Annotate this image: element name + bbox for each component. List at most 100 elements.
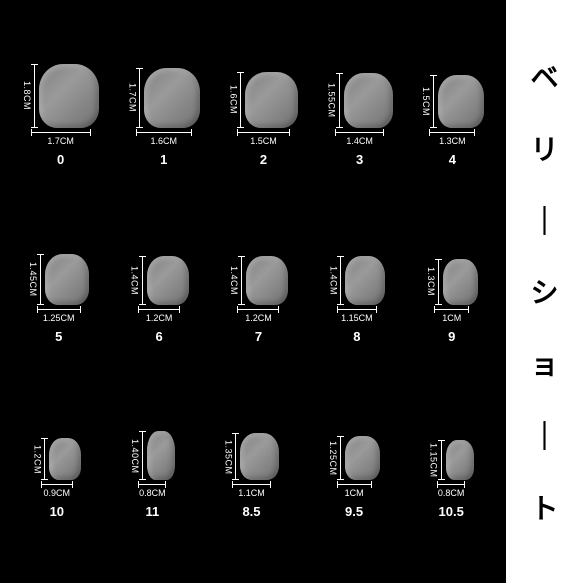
nail-cell-0: 1.8CM1.7CM0 bbox=[22, 64, 99, 167]
nail-cell-7: 1.4CM 1.2CM 7 bbox=[229, 256, 288, 344]
height-bar bbox=[340, 436, 341, 480]
title-char: ｜ bbox=[530, 200, 558, 240]
nail-shape bbox=[443, 259, 478, 305]
nail-shape bbox=[147, 256, 189, 305]
nail-row-2: 1.2CM0.9CM101.40CM0.8CM111.35CM1.1CM8.51… bbox=[8, 431, 498, 519]
nail-cell-4: 1.5CM 1.3CM 4 bbox=[421, 75, 484, 167]
width-label: 1.4CM bbox=[346, 136, 373, 146]
size-number: 6 bbox=[155, 329, 162, 344]
size-number: 5 bbox=[55, 329, 62, 344]
nail-shape bbox=[246, 256, 288, 305]
nail-cell-2: 1.6CM 1.5CM 2 bbox=[228, 72, 298, 167]
height-label: 1.4CM bbox=[229, 266, 239, 295]
height-label: 1.5CM bbox=[421, 87, 431, 116]
nail-shape bbox=[147, 431, 175, 480]
width-bar bbox=[335, 132, 384, 133]
nail-shape bbox=[438, 75, 484, 128]
height-label: 1.55CM bbox=[327, 83, 337, 118]
width-bar bbox=[31, 132, 91, 133]
height-bar bbox=[44, 438, 45, 480]
width-bar bbox=[429, 132, 475, 133]
height-label: 1.3CM bbox=[426, 267, 436, 296]
height-bar bbox=[433, 75, 434, 128]
height-bar bbox=[235, 433, 236, 480]
size-number: 11 bbox=[146, 504, 160, 519]
width-bar bbox=[138, 309, 180, 310]
height-bar bbox=[142, 256, 143, 305]
height-bar bbox=[441, 440, 442, 480]
height-bar bbox=[438, 259, 439, 305]
width-label: 1.2CM bbox=[146, 313, 173, 323]
height-label: 1.7CM bbox=[127, 83, 137, 112]
size-number: 2 bbox=[260, 152, 267, 167]
width-bar bbox=[37, 309, 81, 310]
width-bar bbox=[437, 484, 465, 485]
width-bar bbox=[237, 132, 290, 133]
height-label: 1.4CM bbox=[130, 266, 140, 295]
width-label: 0.9CM bbox=[44, 488, 71, 498]
size-number: 0 bbox=[57, 152, 64, 167]
width-label: 1.3CM bbox=[439, 136, 466, 146]
height-label: 1.45CM bbox=[28, 262, 38, 297]
nail-cell-11: 1.40CM0.8CM11 bbox=[130, 431, 175, 519]
nail-shape bbox=[446, 440, 474, 480]
title-char: ト bbox=[530, 487, 558, 527]
width-label: 1.25CM bbox=[43, 313, 75, 323]
title-sidebar: ベリ｜ショ｜ト bbox=[506, 0, 583, 583]
width-label: 0.8CM bbox=[438, 488, 465, 498]
width-label: 1.1CM bbox=[238, 488, 265, 498]
nail-shape bbox=[344, 73, 393, 128]
height-label: 1.8CM bbox=[22, 81, 32, 110]
nail-cell-8: 1.4CM1.15CM8 bbox=[328, 256, 385, 344]
size-number: 8.5 bbox=[242, 504, 260, 519]
width-bar bbox=[337, 309, 377, 310]
height-bar bbox=[139, 68, 140, 128]
nail-cell-6: 1.4CM 1.2CM 6 bbox=[130, 256, 189, 344]
title-char: ョ bbox=[530, 343, 558, 383]
nail-shape bbox=[144, 68, 200, 128]
width-label: 1CM bbox=[442, 313, 461, 323]
size-number: 7 bbox=[255, 329, 262, 344]
height-label: 1.25CM bbox=[328, 441, 338, 476]
nail-cell-1: 1.7CM1.6CM1 bbox=[127, 68, 200, 167]
size-number: 9.5 bbox=[345, 504, 363, 519]
width-label: 0.8CM bbox=[139, 488, 166, 498]
height-label: 1.6CM bbox=[228, 85, 238, 114]
width-label: 1CM bbox=[345, 488, 364, 498]
nail-cell-9: 1.3CM 1CM 9 bbox=[426, 259, 478, 344]
size-number: 10.5 bbox=[439, 504, 464, 519]
nail-shape bbox=[45, 254, 89, 305]
height-bar bbox=[240, 72, 241, 128]
width-bar bbox=[136, 132, 192, 133]
width-bar bbox=[237, 309, 279, 310]
title-char: リ bbox=[530, 128, 558, 168]
nail-cell-10: 1.2CM0.9CM10 bbox=[32, 438, 81, 519]
height-label: 1.35CM bbox=[223, 440, 233, 475]
height-bar bbox=[40, 254, 41, 305]
nail-shape bbox=[345, 256, 385, 305]
size-number: 10 bbox=[50, 504, 64, 519]
size-number: 4 bbox=[449, 152, 456, 167]
nail-cell-3: 1.55CM 1.4CM 3 bbox=[327, 73, 393, 167]
nail-row-0: 1.8CM1.7CM01.7CM1.6CM11.6CM1.5CM21.55CM1… bbox=[8, 64, 498, 167]
width-label: 1.2CM bbox=[245, 313, 272, 323]
height-label: 1.4CM bbox=[328, 266, 338, 295]
nail-cell-8.5: 1.35CM 1.1CM 8.5 bbox=[223, 433, 279, 519]
title-char: シ bbox=[530, 271, 558, 311]
size-number: 9 bbox=[448, 329, 455, 344]
nail-shape bbox=[240, 433, 279, 480]
nail-shape bbox=[39, 64, 99, 128]
width-label: 1.6CM bbox=[151, 136, 178, 146]
height-bar bbox=[241, 256, 242, 305]
size-number: 8 bbox=[353, 329, 360, 344]
nail-cell-9.5: 1.25CM 1CM 9.5 bbox=[328, 436, 380, 519]
size-number: 3 bbox=[356, 152, 363, 167]
height-bar bbox=[339, 73, 340, 128]
width-bar bbox=[434, 309, 469, 310]
height-bar bbox=[340, 256, 341, 305]
chart-area: 1.8CM1.7CM01.7CM1.6CM11.6CM1.5CM21.55CM1… bbox=[0, 0, 506, 583]
width-label: 1.5CM bbox=[250, 136, 277, 146]
width-bar bbox=[138, 484, 166, 485]
width-bar bbox=[337, 484, 372, 485]
height-label: 1.15CM bbox=[429, 443, 439, 478]
